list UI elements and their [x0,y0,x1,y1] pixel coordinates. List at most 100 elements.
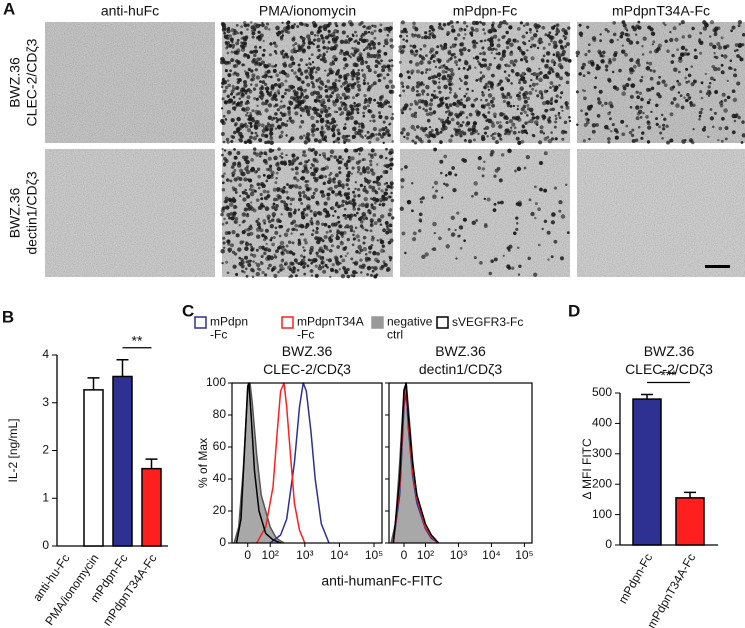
cell [246,232,251,237]
cell [479,260,483,265]
cell [299,35,303,39]
cell [389,167,393,170]
cell [244,228,248,232]
cell [257,174,261,179]
cell [357,69,360,72]
cell [338,155,342,160]
cell [693,48,697,52]
cell [547,119,552,124]
cell [294,184,299,189]
cell-dots [220,19,396,145]
cell [661,79,666,84]
cell [528,198,532,202]
cell [448,138,453,143]
cell [342,66,346,70]
cell [344,216,348,220]
cell [226,34,230,37]
cell [279,160,285,165]
cell [726,79,729,82]
cell [258,23,262,27]
cell [558,53,563,57]
cell [311,171,316,176]
cell [523,166,527,170]
cell [228,43,233,48]
cell [356,170,360,174]
cell [518,78,522,82]
cell [316,239,321,245]
cell [348,111,352,116]
cell [344,148,349,153]
cell [283,202,289,208]
cell [333,184,338,189]
cell [385,84,390,89]
cell [349,225,354,230]
cell [329,61,334,66]
cell [363,101,367,105]
cell [427,60,432,65]
cell [734,43,739,47]
cell [377,62,380,65]
cell [312,176,316,180]
cell [433,147,437,152]
cell [364,253,368,256]
cell [379,200,383,203]
cell [368,211,372,215]
cell [737,24,741,28]
cell [389,185,393,189]
cell [365,26,370,30]
cell [610,130,613,133]
cell [502,19,507,25]
cell [355,71,361,77]
cell [493,131,497,136]
cell [425,54,428,57]
cell [494,29,497,33]
cell [243,207,248,212]
cell [481,167,486,171]
cell [371,114,376,119]
cell [322,130,326,134]
cell [267,115,273,121]
cell [481,74,486,79]
cell [307,140,311,143]
cell [483,85,488,90]
cell [273,253,276,256]
cell [631,138,636,143]
cell [540,92,544,96]
cell [428,107,432,111]
cell [341,186,345,190]
row-label: BWZ.36CLEC-2/CDζ3 [6,38,39,126]
cell [351,166,355,170]
cell [259,86,263,91]
cell [321,222,325,226]
cell [363,79,366,82]
cell [531,82,536,87]
cell [225,42,229,46]
cell [236,116,241,122]
cell [347,159,351,163]
cell [352,205,356,208]
cell [649,69,653,72]
cell [290,261,295,266]
cell [251,109,255,113]
cell [458,87,462,90]
cell [299,135,304,140]
cell [312,191,316,195]
cell [405,85,410,89]
cell [355,234,360,239]
cell [254,45,258,49]
cell [536,123,539,126]
cell [273,155,278,161]
cell [413,114,418,119]
cell [324,214,328,219]
cell [490,47,495,52]
cell [512,104,516,108]
cell [350,73,355,78]
cell [385,156,388,160]
cell [430,93,434,97]
cell [325,50,329,53]
cell [246,138,252,144]
cell [470,34,474,37]
cell [228,216,232,220]
cell [356,92,360,97]
cell [352,190,356,194]
